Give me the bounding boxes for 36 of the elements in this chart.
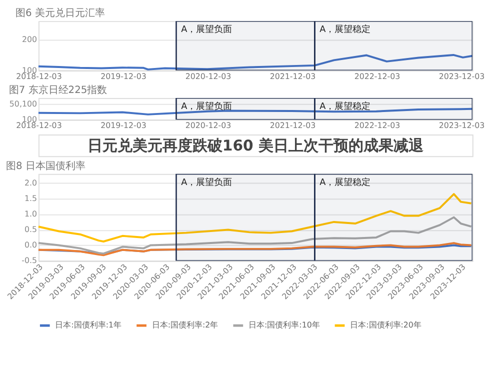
chart-title: 图7 东京日经225指数 [8,84,108,96]
x-tick-label: 2023-12-03 [438,72,485,81]
y-tick-label: 0.0 [24,240,37,250]
band-label: A，展望负面 [181,24,232,35]
line-series [37,193,472,242]
band-label: A，展望稳定 [320,100,371,112]
band-label: A，展望负面 [181,100,232,112]
legend-label: 日本:国债利率:1年 [55,320,122,330]
band-label: A，展望稳定 [320,176,371,188]
legend-label: 日本:国债利率:2年 [152,320,218,330]
x-tick-label: 2022-12-03 [354,121,400,130]
y-tick-label: -0.5 [22,256,37,266]
x-tick-label: 2019-12-03 [100,121,146,130]
y-tick-label: 200 [22,35,37,44]
chart-title: 图8 日本国债利率 [6,160,86,172]
x-tick-label: 2018-12-03 [16,121,62,130]
x-tick-label: 2020-12-03 [185,121,232,130]
y-tick-label: 1.5 [24,194,37,204]
legend-label: 日本:国债利率:20年 [350,320,422,330]
band-label: A，展望稳定 [320,24,371,35]
x-tick-label: 2021-12-03 [270,72,316,81]
x-tick-label: 2021-12-03 [270,121,316,130]
text: 日元兑美元再度跌破160 美日上次干预的成果减退 [87,136,424,154]
x-tick-label: 2019-12-03 [100,72,146,81]
legend-label: 日本:国债利率:10年 [248,320,320,330]
y-tick-label: 0.5 [24,225,37,234]
x-tick-label: 2020-12-03 [185,72,232,81]
y-tick-label: 1.0 [24,210,37,219]
y-tick-label: 50,100 [9,100,37,109]
x-tick-label: 2022-12-03 [354,72,400,81]
line-series [37,54,474,70]
x-tick-label: 2023-12-03 [438,121,485,130]
line-series [37,216,472,255]
band-label: A，展望负面 [181,176,232,188]
y-tick-label: 2.0 [24,178,37,188]
chart-title: 图6 美元兑日元汇率 [16,7,105,20]
